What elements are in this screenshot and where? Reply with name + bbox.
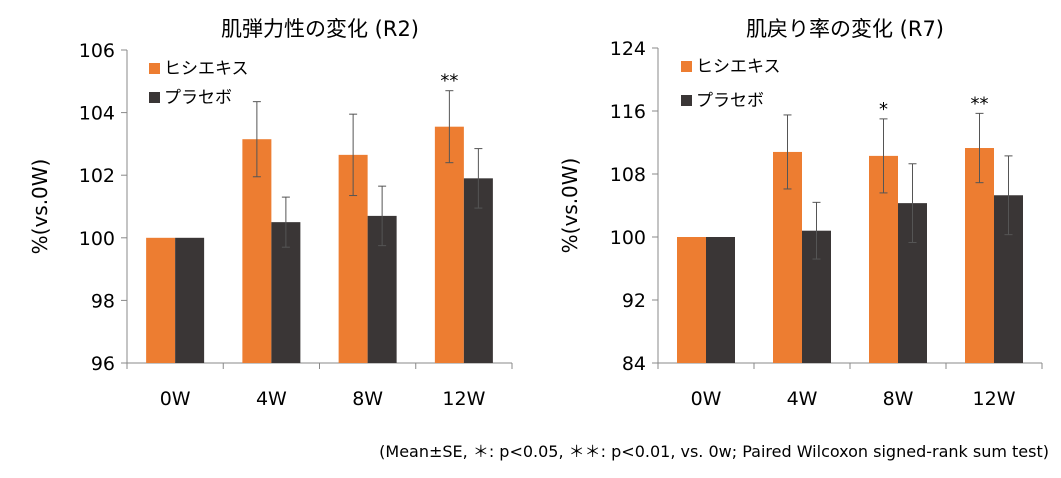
x-tick-label: 4W [256,388,287,410]
significance-marker: ** [971,93,989,114]
chart-r2-elasticity: 肌弾力性の変化 (R2) %(vs.0W) 96 98 100 102 104 106 0W 4W… [28,17,513,410]
bar [677,237,706,363]
legend-label: ヒシエキス [164,59,249,79]
chart-r7-recovery: 肌戻り率の変化 (R7) %(vs.0W) 84 92 100 108 116 124 0W 4W… [558,17,1043,410]
bar [463,178,493,363]
x-tick-label: 8W [352,388,383,410]
x-tick-label: 8W [883,388,914,410]
x-tick-label: 4W [787,388,818,410]
y-tick-label: 124 [610,38,646,60]
y-axis-title: %(vs.0W) [558,158,582,254]
y-tick-label: 106 [79,40,115,62]
bar [175,237,205,363]
bar [146,237,176,363]
y-tick-label: 102 [79,165,115,187]
bar [965,148,994,363]
bar [434,126,464,363]
significance-marker: * [879,99,888,120]
legend-label: ヒシエキス [696,57,781,77]
y-tick-label: 84 [622,353,646,375]
chart-title: 肌戻り率の変化 (R7) [746,17,944,41]
significance-marker: ** [440,71,458,92]
y-tick-label: 92 [622,290,646,312]
x-tick-label: 12W [442,388,485,410]
x-tick-label: 0W [160,388,191,410]
x-tick-label: 12W [973,388,1016,410]
legend-label: プラセボ [696,91,764,111]
y-tick-label: 116 [610,101,646,123]
y-tick-label: 98 [91,290,115,312]
y-tick-label: 96 [91,353,115,375]
y-tick-label: 100 [79,228,115,250]
y-tick-label: 100 [610,227,646,249]
chart-title: 肌弾力性の変化 (R2) [221,17,419,41]
x-tick-label: 0W [691,388,722,410]
y-tick-label: 108 [610,164,646,186]
y-axis-title: %(vs.0W) [28,159,52,255]
y-tick-label: 104 [79,103,115,125]
legend-swatch [149,92,160,103]
legend-swatch [681,95,692,106]
legend-swatch [681,61,692,72]
footnote: (Mean±SE, ＊: p<0.05, ＊＊: p<0.01, vs. 0w;… [379,442,1049,461]
legend-label: プラセボ [164,88,232,108]
legend-swatch [149,63,160,74]
bar [706,237,735,363]
